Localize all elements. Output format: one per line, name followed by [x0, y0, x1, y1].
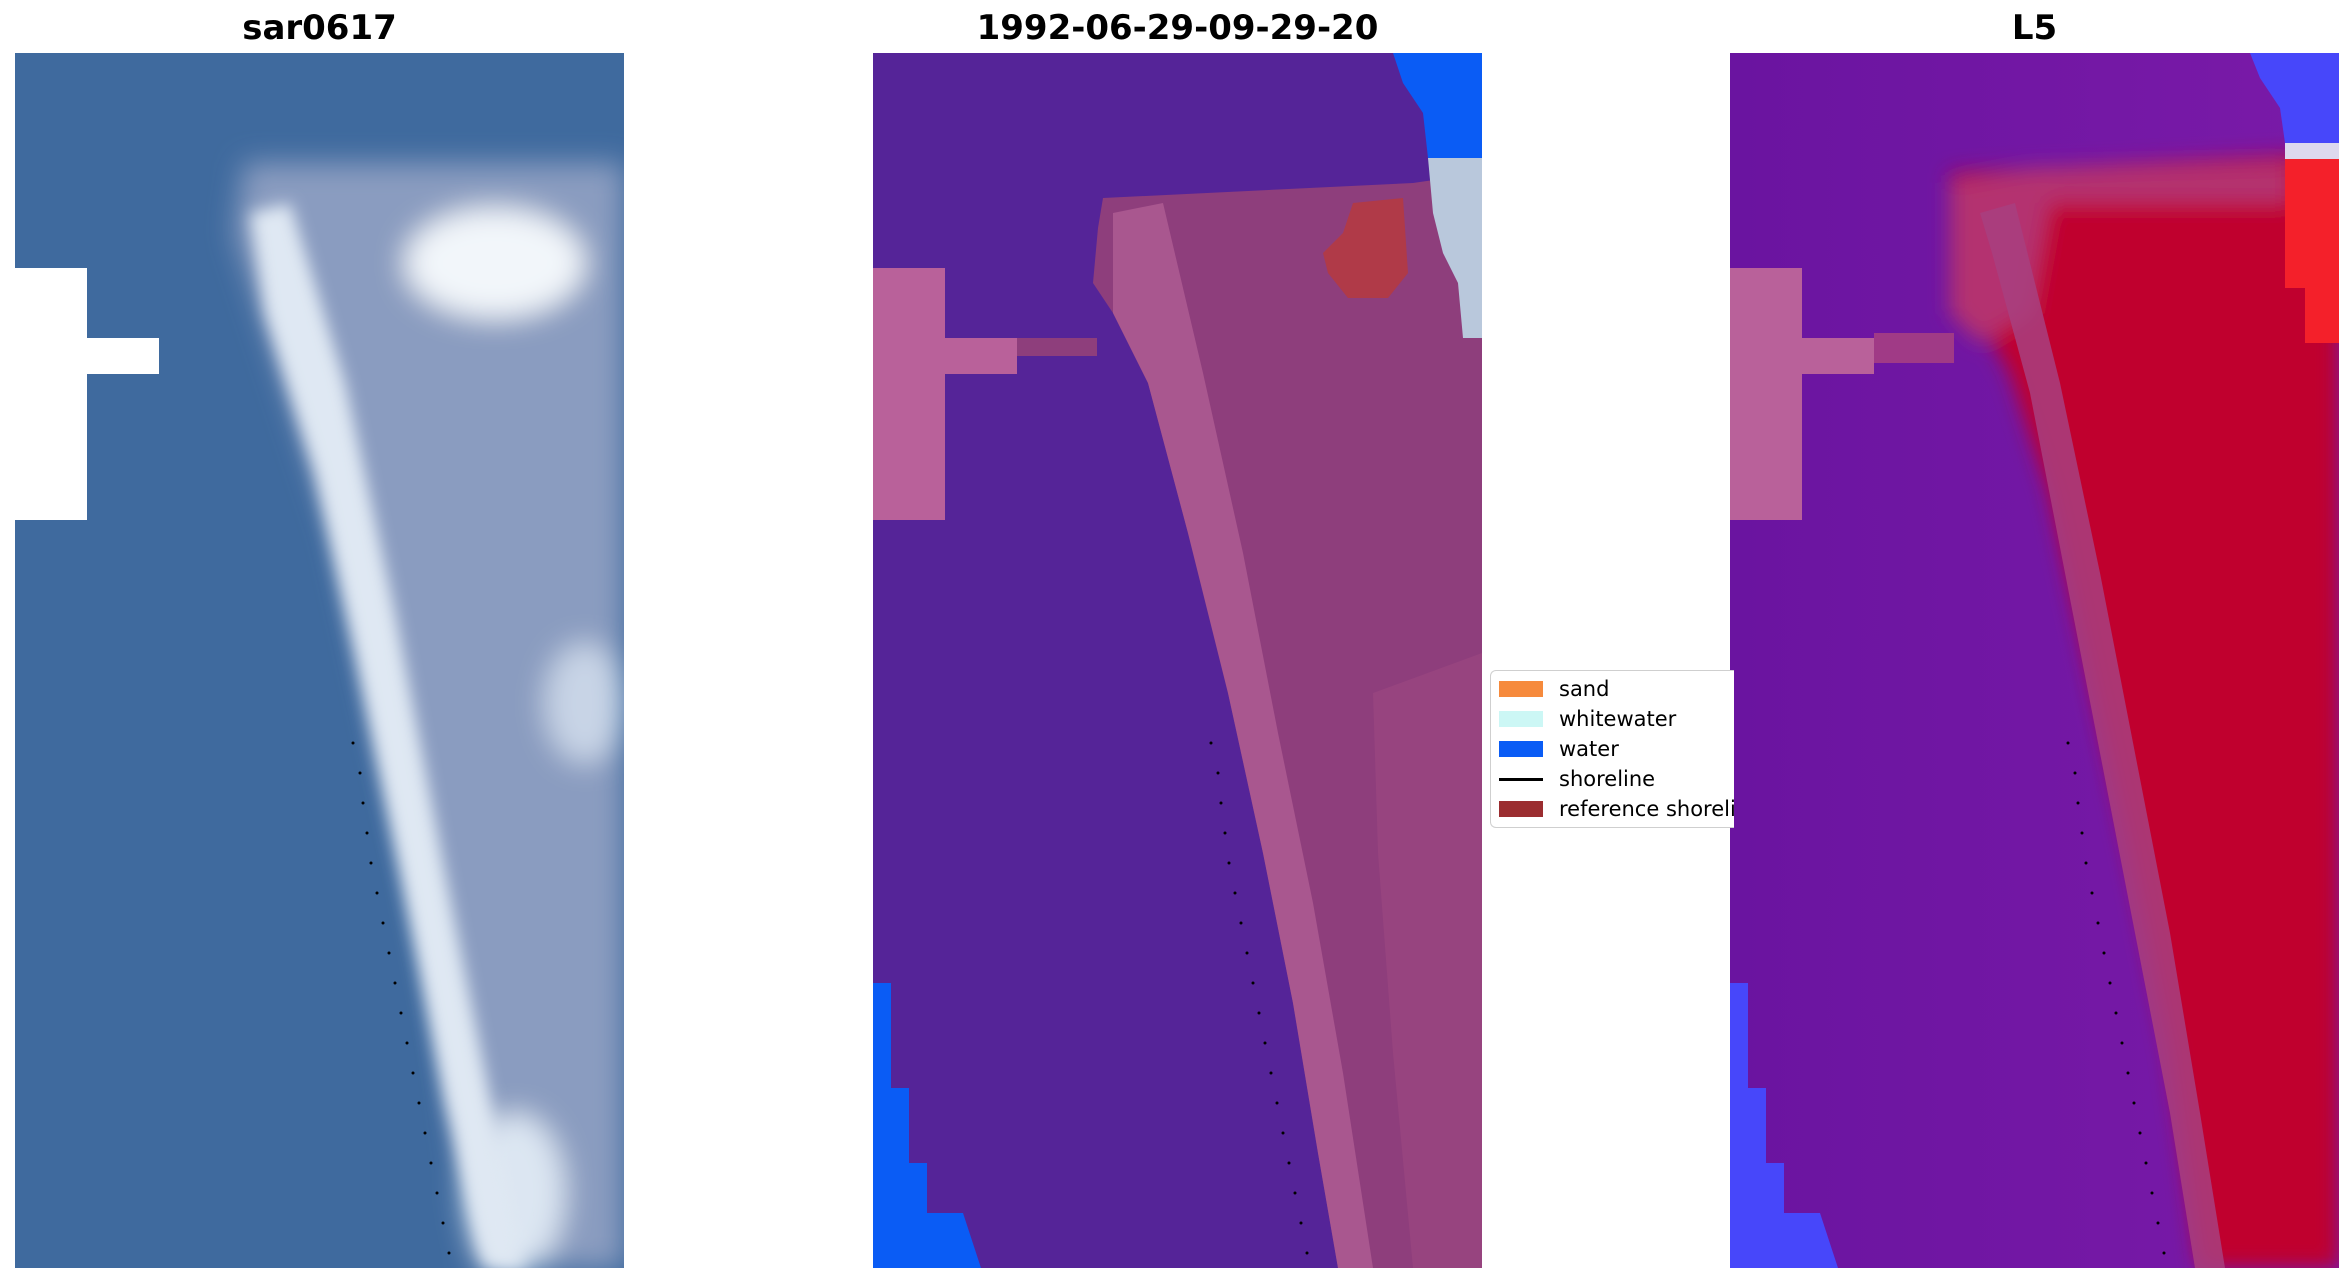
legend-item-sand: sand [1499, 677, 1609, 701]
legend-swatch-whitewater [1499, 711, 1543, 727]
index-panel-title: L5 [2011, 8, 2058, 48]
legend-label-reference-shoreline: reference shoreline [1559, 797, 1734, 821]
legend-label-sand: sand [1559, 677, 1610, 701]
legend-swatch-water [1499, 741, 1543, 757]
legend-swatch-sand [1499, 681, 1543, 697]
legend-label-whitewater: whitewater [1559, 707, 1677, 731]
legend-label-water: water [1559, 737, 1619, 761]
legend-item-whitewater: whitewater [1499, 707, 1676, 731]
legend: sand whitewater water shoreline referenc… [1490, 670, 1734, 828]
rgb-image [15, 53, 624, 1268]
legend-item-water: water [1499, 737, 1619, 761]
legend-item-reference-shoreline: reference shoreline [1499, 797, 1734, 821]
classification-panel-title: 1992-06-29-09-29-20 [976, 8, 1379, 48]
rgb-panel-title: sar0617 [242, 8, 397, 48]
index-image [1730, 53, 2339, 1268]
legend-item-shoreline: shoreline [1499, 767, 1655, 791]
legend-swatch-reference-shoreline [1499, 801, 1543, 817]
legend-line-shoreline [1499, 777, 1543, 781]
legend-label-shoreline: shoreline [1559, 767, 1656, 791]
classification-image [873, 53, 1482, 1268]
